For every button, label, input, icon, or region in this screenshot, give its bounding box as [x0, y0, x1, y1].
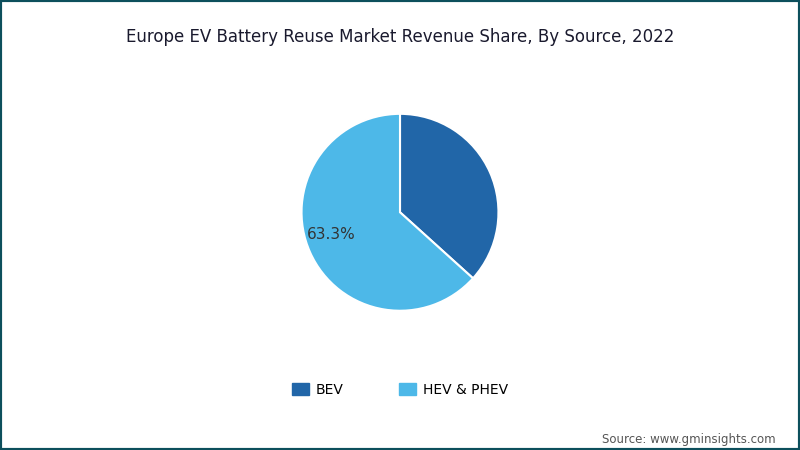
Legend: BEV, HEV & PHEV: BEV, HEV & PHEV [286, 377, 514, 402]
Text: 63.3%: 63.3% [306, 227, 355, 242]
Title: Europe EV Battery Reuse Market Revenue Share, By Source, 2022: Europe EV Battery Reuse Market Revenue S… [126, 28, 674, 46]
Text: Source: www.gminsights.com: Source: www.gminsights.com [602, 432, 776, 446]
Wedge shape [302, 114, 473, 311]
Wedge shape [400, 114, 498, 278]
